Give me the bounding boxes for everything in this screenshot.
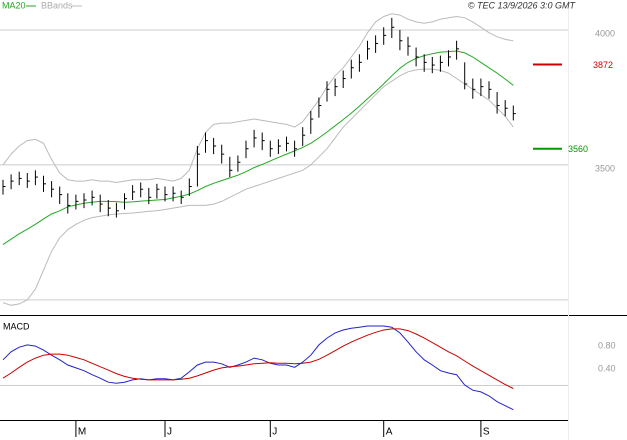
legend-bbands: BBands — [41, 0, 73, 10]
y-tick-label: 3500 — [595, 163, 615, 173]
legend-ma20: MA20 — [2, 0, 26, 10]
x-tick-label: J — [272, 427, 277, 438]
y-tick-label: 0.80 — [598, 340, 616, 350]
x-tick-label: M — [78, 427, 86, 438]
x-tick-label: S — [483, 427, 490, 438]
level-label: 3872 — [593, 60, 613, 70]
y-tick-label: 0.40 — [598, 363, 616, 373]
level-label: 3560 — [568, 144, 588, 154]
signal-line — [2, 328, 514, 389]
y-tick-label: 4000 — [595, 28, 615, 38]
ma-line — [2, 50, 514, 246]
macd-title: MACD — [3, 321, 30, 331]
x-tick-label: A — [386, 427, 393, 438]
source: © TEC 13/9/2026 3:0 GMT — [468, 0, 577, 10]
band-lower — [2, 68, 514, 306]
x-tick-label: J — [167, 427, 172, 438]
band-upper — [2, 13, 514, 184]
macd-line — [2, 325, 514, 411]
